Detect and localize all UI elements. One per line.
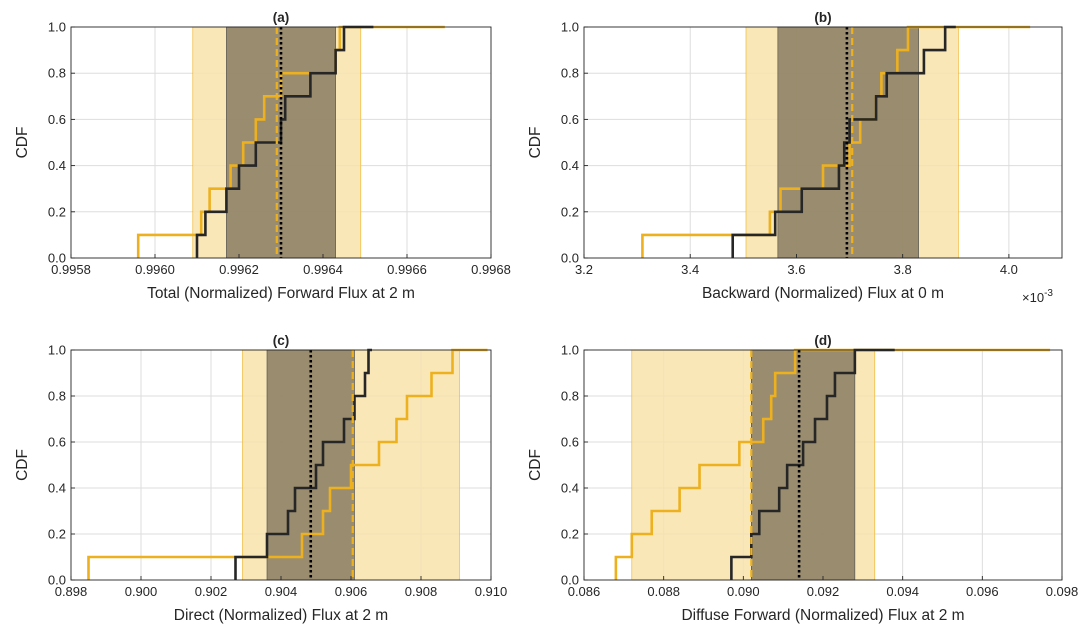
x-tick-label: 0.9966 xyxy=(387,262,427,277)
x-tick-label: 0.906 xyxy=(335,584,368,599)
y-tick-label: 1.0 xyxy=(48,343,66,358)
y-tick-label: 0.2 xyxy=(561,527,579,542)
x-tick-label: 0.090 xyxy=(727,584,760,599)
x-exponent-label: ×10-3 xyxy=(1022,288,1053,305)
y-tick-label: 0.2 xyxy=(48,204,66,219)
y-tick-label: 0.0 xyxy=(48,573,66,588)
x-tick-label: 0.9960 xyxy=(135,262,175,277)
y-tick-label: 0.8 xyxy=(561,66,579,81)
y-tick-label: 0.0 xyxy=(561,573,579,588)
y-tick-label: 1.0 xyxy=(48,20,66,35)
x-tick-label: 0.898 xyxy=(55,584,88,599)
y-tick-label: 1.0 xyxy=(561,343,579,358)
y-axis-label: CDF xyxy=(527,127,544,159)
x-tick-label: 0.904 xyxy=(265,584,298,599)
x-tick-label: 0.092 xyxy=(807,584,840,599)
dark-ecdf-line xyxy=(731,25,956,258)
dark-ecdf-line xyxy=(730,348,895,580)
x-tick-label: 0.086 xyxy=(568,584,601,599)
x-tick-label: 0.910 xyxy=(475,584,508,599)
y-tick-label: 0.6 xyxy=(561,112,579,127)
x-tick-label: 0.088 xyxy=(647,584,680,599)
y-tick-label: 0.2 xyxy=(561,204,579,219)
panel-d: 0.086 0.088 0.090 0.092 0.094 0.096 0.098 0.0 0.… xyxy=(527,333,1078,624)
x-tick-label: 3.6 xyxy=(787,262,805,277)
x-tick-label: 3.4 xyxy=(681,262,699,277)
y-tick-label: 0.4 xyxy=(561,158,579,173)
exponent-power: -3 xyxy=(1044,288,1053,299)
panel-title: (b) xyxy=(814,10,831,25)
x-axis-label: Diffuse Forward (Normalized) Flux at 2 m xyxy=(681,607,964,624)
x-tick-label: 4.0 xyxy=(1000,262,1018,277)
orange-ecdf-line xyxy=(87,348,488,580)
x-tick-label: 0.096 xyxy=(966,584,999,599)
x-tick-label: 3.8 xyxy=(894,262,912,277)
x-tick-label: 0.900 xyxy=(125,584,158,599)
y-tick-label: 1.0 xyxy=(561,20,579,35)
x-tick-label: 0.9964 xyxy=(303,262,343,277)
panel-title: (a) xyxy=(273,10,290,25)
x-tick-label: 0.9968 xyxy=(471,262,511,277)
y-tick-label: 0.6 xyxy=(561,435,579,450)
y-tick-label: 0.8 xyxy=(48,66,66,81)
x-axis-label: Total (Normalized) Forward Flux at 2 m xyxy=(147,285,415,302)
axes-box xyxy=(583,26,1063,259)
x-axis-label: Direct (Normalized) Flux at 2 m xyxy=(174,607,388,624)
exponent-base: ×10 xyxy=(1022,290,1044,305)
y-tick-label: 0.2 xyxy=(48,527,66,542)
dark-ecdf-line xyxy=(234,348,372,580)
x-tick-label: 3.2 xyxy=(575,262,593,277)
x-tick-label: 0.094 xyxy=(886,584,919,599)
y-tick-label: 0.6 xyxy=(48,435,66,450)
y-tick-label: 0.4 xyxy=(561,481,579,496)
y-tick-label: 0.4 xyxy=(48,158,66,173)
orange-ecdf-line xyxy=(641,25,1031,258)
panel-title: (c) xyxy=(273,333,290,348)
y-axis-label: CDF xyxy=(527,449,544,481)
panel-a: 0.9958 0.9960 0.9962 0.9964 0.9966 0.9968 0.0 0… xyxy=(14,10,511,302)
y-tick-label: 0.4 xyxy=(48,481,66,496)
y-tick-label: 0.6 xyxy=(48,112,66,127)
y-tick-label: 0.8 xyxy=(48,389,66,404)
x-tick-label: 0.908 xyxy=(405,584,438,599)
x-tick-label: 0.902 xyxy=(195,584,228,599)
panel-b: 3.2 3.4 3.6 3.8 4.0 0.0 0.2 0.4 0.6 0.8 1.0 (b) Back… xyxy=(527,10,1063,305)
panel-c: 0.898 0.900 0.902 0.904 0.906 0.908 0.910 0.0 0.… xyxy=(14,333,507,624)
panel-title: (d) xyxy=(814,333,831,348)
axes-box xyxy=(70,26,492,259)
x-tick-label: 0.098 xyxy=(1046,584,1079,599)
y-tick-label: 0.0 xyxy=(48,251,66,266)
x-tick-label: 0.9958 xyxy=(51,262,91,277)
x-tick-label: 0.9962 xyxy=(219,262,259,277)
y-axis-label: CDF xyxy=(14,127,31,159)
y-tick-label: 0.8 xyxy=(561,389,579,404)
orange-ecdf-line xyxy=(614,348,1051,580)
y-axis-label: CDF xyxy=(14,449,31,481)
x-axis-label: Backward (Normalized) Flux at 0 m xyxy=(702,285,944,302)
y-tick-label: 0.0 xyxy=(561,251,579,266)
